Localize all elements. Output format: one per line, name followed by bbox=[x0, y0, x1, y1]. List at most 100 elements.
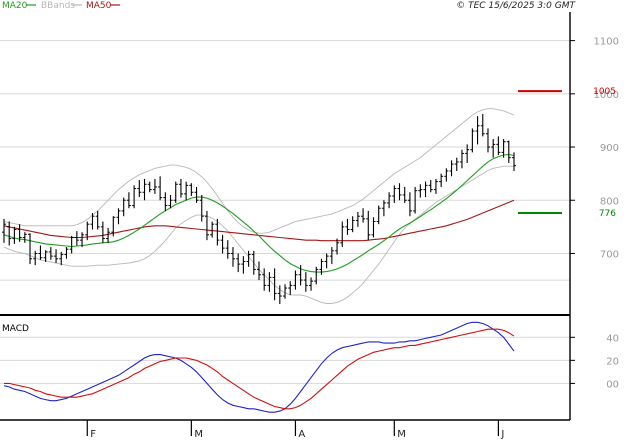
ohlc-bar bbox=[262, 268, 267, 291]
ohlc-bar bbox=[54, 249, 59, 264]
ohlc-bar bbox=[329, 247, 334, 265]
legend-ma50-label: MA50 bbox=[86, 1, 112, 11]
ohlc-bar bbox=[28, 233, 33, 265]
macd-signal-line bbox=[4, 328, 515, 410]
ohlc-bar bbox=[371, 217, 376, 238]
ohlc-bar bbox=[12, 226, 17, 244]
ohlc-bar bbox=[246, 250, 251, 267]
ohlc-bar bbox=[2, 218, 6, 243]
ohlc-bar bbox=[236, 253, 241, 273]
ohlc-bar bbox=[277, 285, 282, 305]
copyright-text: © TEC 15/6/2025 3:0 GMT bbox=[456, 1, 576, 11]
ohlc-bar bbox=[59, 251, 64, 266]
ohlc-bar bbox=[199, 194, 204, 222]
macd-line bbox=[3, 321, 515, 413]
ohlc-bar bbox=[17, 224, 22, 242]
ma50-line bbox=[3, 199, 515, 242]
ohlc-bar bbox=[152, 178, 157, 194]
ohlc-bar bbox=[95, 210, 100, 230]
ohlc-bar bbox=[293, 270, 298, 290]
ohlc-bar bbox=[381, 200, 386, 217]
price-tick-label: 900 bbox=[600, 143, 619, 154]
ohlc-bar bbox=[288, 281, 293, 295]
ma20-line bbox=[3, 153, 515, 273]
ohlc-bar bbox=[491, 139, 496, 158]
support-label: 776 bbox=[599, 209, 616, 219]
ohlc-bar bbox=[366, 210, 371, 241]
ohlc-bar bbox=[194, 186, 199, 203]
ohlc-bar bbox=[387, 192, 392, 209]
ohlc-bar bbox=[43, 250, 48, 262]
reference-lines: 1005 776 bbox=[518, 87, 616, 219]
legend-bbands-label: BBands bbox=[41, 1, 75, 11]
ohlc-bar bbox=[132, 185, 137, 209]
ohlc-bar bbox=[184, 181, 189, 201]
x-tick-label: A bbox=[298, 429, 305, 440]
ohlc-bar bbox=[449, 160, 454, 177]
ohlc-bar bbox=[355, 211, 360, 227]
moving-averages bbox=[3, 153, 515, 273]
ohlc-bar bbox=[397, 183, 402, 201]
ohlc-bar bbox=[111, 216, 116, 237]
x-tick-label: J bbox=[500, 429, 504, 440]
ohlc-bar bbox=[225, 240, 230, 259]
macd-panel: MACD 40 20 00 bbox=[0, 321, 619, 413]
ohlc-bar bbox=[433, 178, 438, 194]
ohlc-bar bbox=[147, 181, 152, 193]
ohlc-bar bbox=[220, 234, 225, 254]
macd-y-axis: 40 20 00 bbox=[570, 333, 619, 390]
ohlc-bar bbox=[204, 210, 209, 241]
ohlc-bar bbox=[80, 232, 85, 248]
macd-tick-label: 40 bbox=[606, 333, 619, 344]
ohlc-bar bbox=[501, 139, 506, 158]
ohlc-bar bbox=[418, 184, 423, 198]
price-tick-label: 700 bbox=[600, 249, 619, 260]
ohlc-bar bbox=[480, 114, 485, 137]
ohlc-bar bbox=[444, 168, 449, 182]
ohlc-bar bbox=[85, 221, 90, 241]
macd-grid bbox=[0, 336, 570, 384]
ohlc-bar bbox=[173, 181, 178, 203]
ohlc-bar bbox=[376, 205, 381, 225]
ohlc-bar bbox=[324, 253, 329, 269]
ohlc-bar bbox=[459, 149, 464, 169]
price-tick-label: 800 bbox=[600, 196, 619, 207]
price-grid bbox=[0, 40, 570, 281]
ohlc-bar bbox=[392, 185, 397, 203]
x-tick-label: M bbox=[397, 429, 406, 440]
legend-ma20-label: MA20 bbox=[2, 1, 28, 11]
ohlc-bar bbox=[314, 266, 319, 285]
ohlc-bar bbox=[402, 186, 407, 203]
ohlc-bar bbox=[345, 218, 350, 235]
resistance-label: 1005 bbox=[593, 87, 616, 97]
ohlc-bar bbox=[298, 265, 303, 286]
ohlc-bar bbox=[465, 144, 470, 163]
ohlc-bar bbox=[257, 261, 261, 281]
ohlc-bar bbox=[22, 232, 27, 243]
ohlc-bars bbox=[2, 114, 516, 305]
ohlc-bar bbox=[496, 136, 501, 156]
ohlc-bar bbox=[64, 247, 69, 259]
ohlc-bar bbox=[168, 194, 173, 209]
ohlc-bar bbox=[283, 284, 288, 299]
ohlc-bar bbox=[90, 213, 95, 230]
ohlc-bar bbox=[158, 176, 163, 201]
ohlc-bar bbox=[267, 272, 272, 292]
price-tick-label: 1100 bbox=[594, 37, 619, 48]
ohlc-bar bbox=[272, 268, 277, 301]
macd-tick-label: 00 bbox=[606, 379, 619, 390]
ohlc-bar bbox=[470, 128, 475, 153]
ohlc-bar bbox=[485, 128, 490, 153]
x-tick-label: F bbox=[90, 429, 96, 440]
ohlc-bar bbox=[241, 256, 246, 274]
ohlc-bar bbox=[423, 181, 428, 198]
ohlc-bar bbox=[340, 221, 345, 248]
ohlc-bar bbox=[38, 245, 43, 260]
ohlc-bar bbox=[7, 221, 12, 246]
ohlc-bar bbox=[303, 272, 308, 292]
ohlc-bar bbox=[413, 186, 418, 214]
ohlc-bar bbox=[69, 235, 74, 254]
ohlc-bar bbox=[506, 140, 511, 163]
